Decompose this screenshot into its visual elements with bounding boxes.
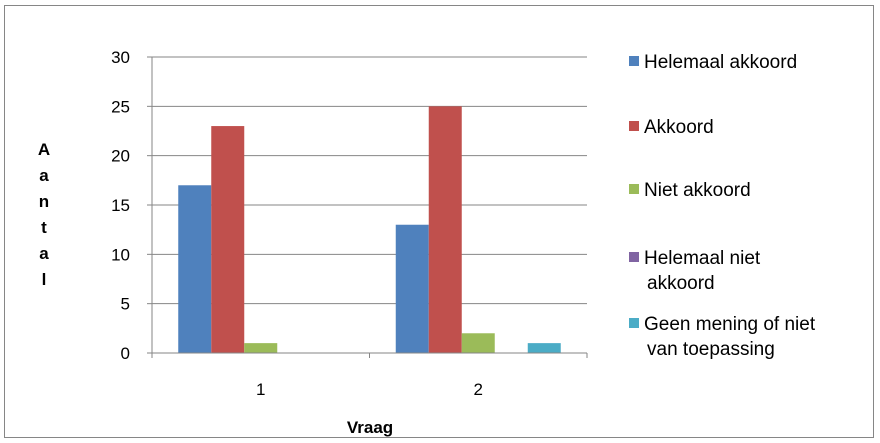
y-tick-label: 20 [111, 147, 130, 166]
legend-label: Helemaal niet akkoord [644, 248, 761, 294]
bar [461, 333, 495, 353]
y-tick-label: 5 [121, 295, 130, 314]
legend-label-line: Niet akkoord [644, 180, 751, 201]
bars [178, 106, 561, 353]
legend-swatch [629, 184, 639, 194]
legend: Helemaal akkoord Akkoord Niet akkoord Helem… [629, 52, 816, 360]
legend-label-line: Geen mening of niet [644, 314, 816, 335]
y-tick-label: 0 [121, 344, 130, 363]
axes [151, 57, 588, 358]
y-tick-label: 25 [111, 97, 130, 116]
legend-swatch [629, 56, 639, 66]
bar [244, 343, 278, 353]
y-axis-title-letter: t [41, 218, 47, 237]
y-axis-title-letter: n [39, 192, 49, 211]
legend-label-line: Akkoord [644, 117, 714, 138]
x-axis-title: Vraag [347, 418, 393, 437]
legend-label: Akkoord [644, 117, 714, 138]
bar [527, 343, 561, 353]
legend-swatch [629, 252, 639, 262]
y-axis-title-letter: l [42, 270, 47, 289]
y-tick-label: 30 [111, 48, 130, 67]
legend-swatch [629, 318, 639, 328]
y-tick-labels: 0 5 10 15 20 25 30 [111, 48, 130, 363]
y-axis-title-letter: A [38, 140, 50, 159]
legend-label: Niet akkoord [644, 180, 751, 201]
y-axis-title-letter: a [39, 166, 49, 185]
legend-label-line: Helemaal akkoord [644, 52, 797, 73]
legend-label: Geen mening of niet van toepassing [644, 314, 816, 360]
legend-label-line: Helemaal niet [644, 248, 761, 269]
x-tick-label: 2 [474, 380, 483, 399]
legend-label-line: van toepassing [647, 339, 775, 360]
y-tick-label: 10 [111, 245, 130, 264]
legend-label: Helemaal akkoord [644, 52, 797, 73]
y-tick-label: 15 [111, 196, 130, 215]
bar [178, 185, 212, 353]
x-tick-label: 1 [256, 380, 265, 399]
bar [211, 126, 245, 353]
legend-label-line: akkoord [647, 273, 715, 294]
y-axis-title-letter: a [39, 244, 49, 263]
bar [395, 224, 429, 353]
bar [428, 106, 462, 353]
legend-swatch [629, 121, 639, 131]
